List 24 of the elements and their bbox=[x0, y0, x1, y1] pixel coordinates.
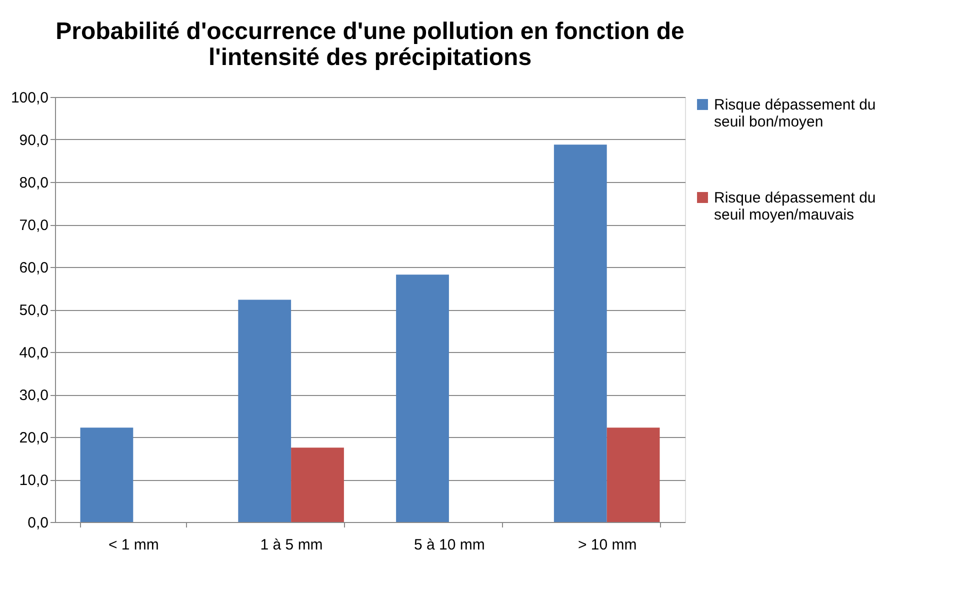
chart-title: Probabilité d'occurrence d'une pollution en fonction de l'intensité des précipitations bbox=[56, 18, 684, 71]
bar bbox=[80, 428, 134, 522]
y-tick-label: 10,0 bbox=[19, 472, 48, 489]
bar bbox=[396, 274, 449, 522]
bar bbox=[606, 428, 660, 522]
y-tick-label: 100,0 bbox=[10, 90, 48, 106]
y-tick-label: 50,0 bbox=[19, 302, 48, 319]
y-tick-label: 80,0 bbox=[19, 174, 48, 192]
bar bbox=[238, 300, 292, 522]
x-tick-label: < 1 mm bbox=[108, 536, 159, 554]
bar bbox=[554, 144, 607, 522]
legend-label: Risque dépassement du seuil moyen/mauvais bbox=[714, 190, 876, 224]
x-tick-label: > 10 mm bbox=[578, 536, 637, 554]
x-tick-label: 1 à 5 mm bbox=[260, 536, 323, 554]
y-tick-label: 20,0 bbox=[19, 430, 48, 446]
bar bbox=[291, 448, 344, 522]
y-tick-label: 90,0 bbox=[19, 132, 48, 149]
y-tick-label: 40,0 bbox=[19, 344, 48, 362]
legend-label: Risque dépassement du seuil bon/moyen bbox=[714, 96, 876, 130]
y-tick-label: 60,0 bbox=[19, 260, 48, 276]
y-tick-label: 70,0 bbox=[19, 217, 48, 234]
y-tick-label: 30,0 bbox=[19, 387, 48, 404]
y-tick-label: 0,0 bbox=[28, 514, 48, 532]
x-tick-label: 5 à 10 mm bbox=[414, 536, 485, 554]
